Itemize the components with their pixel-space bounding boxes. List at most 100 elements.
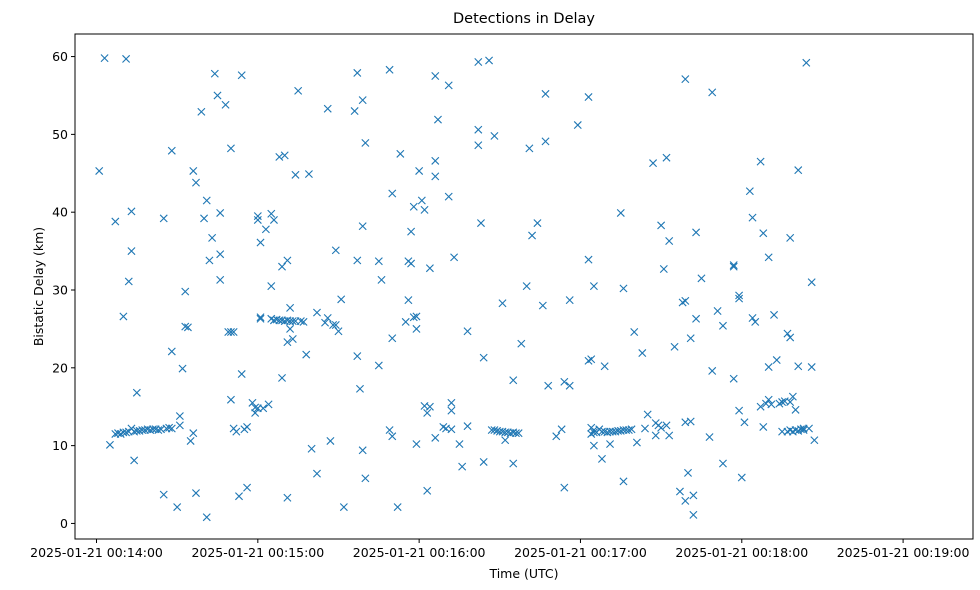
- data-point: [283, 256, 292, 265]
- data-point: [533, 219, 542, 228]
- data-point: [202, 196, 211, 205]
- data-point: [243, 422, 252, 431]
- data-point: [167, 146, 176, 155]
- data-point: [444, 81, 453, 90]
- data-point: [786, 233, 795, 242]
- data-point: [479, 353, 488, 362]
- data-point: [643, 410, 652, 419]
- data-point: [417, 196, 426, 205]
- data-point: [713, 307, 722, 315]
- data-point: [283, 493, 292, 502]
- data-point: [431, 72, 440, 81]
- y-tick-label: 10: [52, 438, 68, 453]
- data-point: [751, 317, 760, 326]
- data-point: [474, 125, 483, 134]
- data-point: [334, 327, 343, 336]
- data-point: [692, 314, 701, 323]
- data-point: [767, 400, 776, 409]
- data-point: [226, 395, 235, 404]
- data-point: [312, 308, 321, 317]
- y-tick-label: 20: [52, 360, 68, 375]
- x-tick-label: 2025-01-21 00:19:00: [837, 545, 970, 560]
- data-point: [640, 424, 649, 433]
- data-point: [326, 436, 335, 445]
- data-point: [786, 398, 795, 407]
- data-points: [95, 54, 819, 522]
- data-point: [323, 314, 332, 323]
- data-point: [200, 214, 209, 223]
- data-point: [331, 321, 340, 330]
- data-point: [501, 436, 510, 445]
- data-point: [235, 492, 243, 501]
- data-point: [331, 246, 340, 255]
- data-point: [237, 71, 246, 80]
- data-point: [455, 440, 464, 449]
- data-point: [511, 429, 520, 438]
- data-point: [638, 349, 647, 358]
- data-point: [253, 212, 262, 221]
- data-point: [216, 275, 225, 284]
- data-point: [463, 327, 472, 336]
- data-point: [718, 321, 727, 330]
- data-point: [474, 58, 483, 67]
- data-point: [323, 104, 332, 113]
- data-point: [154, 426, 163, 435]
- data-point: [659, 265, 668, 273]
- data-point: [565, 381, 574, 390]
- data-point: [560, 483, 569, 492]
- data-point: [278, 373, 287, 382]
- data-point: [557, 425, 566, 434]
- data-point: [684, 468, 692, 477]
- chart-title: Detections in Delay: [453, 11, 595, 27]
- data-point: [294, 86, 303, 95]
- data-point: [670, 342, 679, 351]
- data-point: [541, 137, 550, 146]
- data-point: [485, 56, 494, 65]
- data-point: [431, 156, 440, 165]
- data-point: [396, 149, 405, 158]
- data-point: [374, 257, 383, 266]
- data-point: [584, 93, 593, 102]
- data-point: [479, 457, 488, 466]
- data-point: [541, 89, 550, 98]
- data-point: [735, 291, 744, 300]
- data-point: [189, 429, 198, 438]
- data-point: [377, 275, 386, 284]
- data-point: [729, 262, 738, 271]
- data-point: [191, 489, 200, 498]
- data-point: [165, 423, 174, 432]
- data-point: [805, 424, 813, 433]
- data-point: [807, 363, 816, 372]
- data-point: [589, 428, 598, 437]
- data-point: [205, 256, 214, 265]
- data-point: [159, 490, 168, 499]
- data-point: [476, 219, 485, 228]
- data-point: [175, 412, 184, 421]
- data-point: [786, 333, 795, 342]
- data-point: [178, 364, 187, 373]
- data-point: [589, 282, 598, 291]
- data-point: [807, 278, 816, 287]
- data-point: [425, 402, 434, 411]
- data-point: [122, 54, 131, 63]
- data-point: [412, 312, 421, 321]
- data-point: [358, 222, 367, 231]
- data-point: [256, 314, 265, 323]
- data-point: [589, 441, 598, 450]
- data-point: [573, 121, 582, 130]
- data-point: [374, 361, 383, 370]
- data-point: [296, 317, 305, 326]
- data-point: [810, 436, 819, 445]
- data-point: [772, 356, 781, 365]
- data-point: [600, 362, 609, 371]
- data-point: [657, 221, 666, 230]
- data-point: [759, 422, 768, 431]
- data-point: [409, 313, 418, 322]
- data-point: [105, 440, 114, 449]
- data-point: [708, 88, 717, 97]
- data-point: [729, 374, 738, 383]
- data-point: [799, 426, 808, 435]
- data-point: [197, 107, 206, 116]
- data-point: [208, 233, 217, 242]
